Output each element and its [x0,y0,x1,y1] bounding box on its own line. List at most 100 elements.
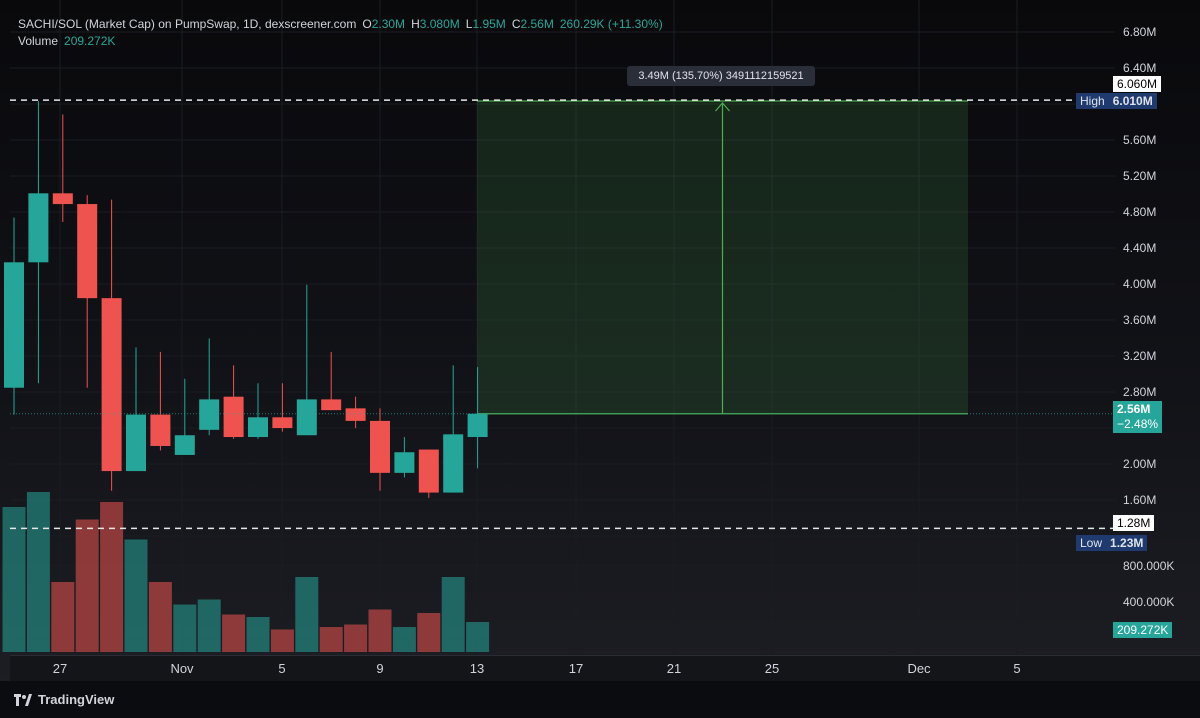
volume-bar [368,609,392,652]
candle-body [28,193,49,263]
candle-body [345,408,366,421]
candle-body [272,417,293,429]
candle-body [321,399,342,411]
close-value: 2.56M [520,17,554,31]
price-tick-label: 5.60M [1123,133,1157,147]
measure-arrow-head [715,102,730,112]
price-tick-label: 800.000K [1123,559,1175,573]
open-key: O [362,17,372,31]
price-tick-label: 3.20M [1123,349,1157,363]
volume-bar [295,577,319,652]
axis-corner [1115,655,1200,682]
candle-body [52,193,73,205]
price-tick-label: 4.40M [1123,241,1157,255]
tradingview-logo-icon [14,693,32,706]
low-line-tag: 1.28M [1113,515,1155,531]
high-label: High [1080,94,1105,108]
volume-bar [344,624,368,652]
volume-bar [26,492,50,652]
candle-body [199,399,220,430]
volume-tag: 209.272K [1113,622,1173,638]
open-value: 2.30M [371,17,406,31]
high-value: 3.080M [419,17,460,31]
chart-grid [10,0,1115,655]
symbol-title[interactable]: SACHI/SOL (Market Cap) on PumpSwap, 1D, … [18,17,357,31]
tradingview-brand[interactable]: TradingView [14,692,114,707]
current-change: −2.48% [1117,417,1159,431]
footer-bar: TradingView [0,681,1200,718]
time-tick-label: 5 [278,661,286,676]
price-tick-label: 400.000K [1123,595,1175,609]
volume-bar [319,627,343,652]
price-tick-label: 4.00M [1123,277,1157,291]
price-tick-label: 2.00M [1123,457,1157,471]
volume-bar [100,502,124,652]
volume-bar [441,577,465,652]
price-tick-label: 6.80M [1123,25,1157,39]
time-tick-label: Dec [907,661,931,676]
change-value: 260.29K (+11.30%) [559,17,663,31]
candle-body [126,414,146,472]
volume-bar [51,582,75,652]
time-tick-label: 9 [376,661,384,676]
current-price: 2.56M [1117,402,1151,416]
low-key: L [465,17,473,31]
candle-body [418,449,439,493]
candle-body [394,452,415,473]
candle-body [370,420,390,473]
time-tick-label: 21 [666,661,682,676]
volume-bar [417,613,441,652]
candle-body [101,298,122,472]
candle-body [467,413,488,438]
volume-label[interactable]: Volume [18,34,59,48]
candle-body [296,399,317,436]
high-value: 6.010M [1112,94,1153,108]
low-label-tag: Low 1.23M [1076,535,1148,551]
volume-bar [246,617,270,652]
candle-body [443,434,464,493]
time-tick-label: 17 [568,661,584,676]
brand-name: TradingView [38,692,115,707]
volume-bar [392,627,416,652]
price-axis[interactable]: 6.80M 6.40M 5.60M 5.20M 4.80M 4.40M 4.00M 3.60M… [1108,0,1200,655]
volume-bar [197,599,221,652]
low-value: 1.23M [1110,536,1144,550]
price-tick-label: 4.80M [1123,205,1157,219]
time-tick-label: 13 [469,661,485,676]
volume-bar [124,539,148,652]
measure-tool-region [477,100,968,415]
volume-bar [75,519,99,652]
volume-bars [2,492,490,652]
volume-value: 209.272K [64,34,116,48]
chart-legend: SACHI/SOL (Market Cap) on PumpSwap, 1D, … [18,16,663,50]
volume-bar [222,614,246,652]
low-label: Low [1080,536,1103,550]
close-key: C [511,17,521,31]
volume-bar [270,629,294,652]
chart-plot-area[interactable] [0,0,1115,655]
volume-bar [2,507,26,652]
time-tick-label: Nov [170,661,194,676]
price-tick-label: 6.40M [1123,61,1157,75]
candle-body [174,435,195,455]
price-level-lines [10,99,1115,530]
price-tick-label: 5.20M [1123,169,1157,183]
volume-bar [148,582,172,652]
candle-body [4,262,24,388]
candle-body [77,204,98,299]
high-line-tag: 6.060M [1113,76,1162,92]
time-axis[interactable]: 27 Nov 5 9 13 17 21 25 Dec 5 [10,655,1115,682]
price-tick-label: 3.60M [1123,313,1157,327]
candlesticks [4,101,488,498]
candle-body [223,396,244,438]
volume-bar [173,604,197,652]
high-label-tag: High 6.010M [1076,93,1157,109]
price-tick-label: 2.80M [1123,385,1157,399]
time-tick-label: 5 [1013,661,1021,676]
low-value: 1.95M [472,17,506,31]
candle-body [248,417,268,438]
time-tick-label: 27 [52,661,68,676]
high-key: H [411,17,420,31]
time-tick-label: 25 [764,661,780,676]
